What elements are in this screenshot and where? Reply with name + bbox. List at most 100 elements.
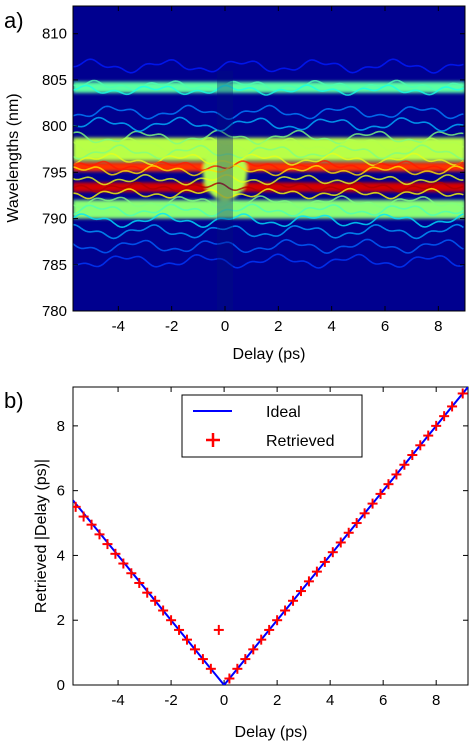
line-xlabel: Delay (ps) [235,724,308,741]
heatmap-fringe [73,144,464,160]
heatmap-ytick-label: 780 [42,303,67,320]
retrieved-point [335,537,346,548]
retrieved-point [457,388,468,399]
retrieved-point [295,586,306,597]
retrieved-point [189,644,200,655]
legend-retrieved-label: Retrieved [266,433,334,450]
heatmap-fringe [73,203,464,218]
line-ytick-label: 2 [57,612,65,629]
line-xtick-label: -2 [164,692,177,709]
retrieved-point [118,558,129,569]
line-panel: b) -4 -2 0 2 4 6 8 0 2 4 6 8 Ideal Retrieved Delay … [4,386,469,741]
line-xtick-label: 8 [432,692,440,709]
heatmap-axes: -4 -2 0 2 4 6 8 780 785 790 795 800 805 810 [42,6,465,335]
heatmap-ytick-label: 810 [42,26,67,43]
retrieved-point [197,654,208,665]
heatmap-frame [72,5,466,312]
retrieved-point [73,501,81,512]
retrieved-point [213,624,224,635]
retrieved-point [256,634,267,645]
heatmap-fringe [73,238,464,255]
heatmap-ytick-label: 795 [42,164,67,181]
heatmap-xtick-label: 6 [381,318,389,335]
line-xtick-label: 2 [273,692,281,709]
heatmap-fringe [73,116,464,133]
heatmap-fringe [73,136,464,153]
retrieved-point [181,634,192,645]
heatmap-fringe [73,104,464,121]
retrieved-point [102,539,113,550]
retrieved-point [158,605,169,616]
line-ytick-label: 6 [57,483,65,500]
retrieved-point [86,519,97,530]
retrieved-point [423,430,434,441]
heatmap-fringe [73,212,464,229]
heatmap-fringe [73,58,464,74]
line-ytick-label: 8 [57,418,65,435]
heatmap-fringe [73,181,464,193]
line-plot-area [73,387,468,685]
heatmap-xtick-label: -4 [112,318,125,335]
heatmap-fringe [73,79,464,92]
heatmap-xtick-label: -2 [165,318,178,335]
heatmap-fringe [73,187,464,200]
retrieved-point [399,459,410,470]
line-xtick-label: 0 [220,692,228,709]
line-ylabel: Retrieved |Delay (ps)| [33,459,50,613]
heatmap-fringe [73,223,464,240]
retrieved-point [224,673,235,684]
retrieved-point [288,595,299,606]
retrieved-point [319,556,330,567]
heatmap-fringe [73,253,464,269]
heatmap-ytick-label: 800 [42,118,67,135]
retrieved-point [205,663,216,674]
retrieved-point [359,508,370,519]
retrieved-point [391,469,402,480]
retrieved-point [126,568,137,579]
retrieved-point [447,401,458,412]
retrieved-point [94,529,105,540]
heatmap-xtick-label: 0 [221,318,229,335]
heatmap-fringes [73,58,464,311]
retrieved-point [439,411,450,422]
retrieved-point [272,615,283,626]
heatmap-fringe [73,173,464,186]
line-axes: -4 -2 0 2 4 6 8 0 2 4 6 8 [57,387,468,709]
heatmap-xlabel: Delay (ps) [233,346,306,363]
heatmap-panel: a) -4 -2 0 2 4 6 8 780 785 790 795 800 805 810 Delay … [4,5,466,363]
heatmap-band [73,162,465,172]
retrieved-point [280,605,291,616]
line-ytick-label: 4 [57,547,65,564]
legend: Ideal Retrieved [181,394,363,458]
retrieved-point [248,644,259,655]
retrieved-point [327,547,338,558]
panel-label-b: b) [4,388,24,413]
retrieved-point [166,615,177,626]
heatmap-ytick-label: 785 [42,257,67,274]
heatmap-ytick-label: 790 [42,211,67,228]
heatmap-ylabel: Wavelengths (nm) [5,93,22,222]
line-xtick-label: 6 [379,692,387,709]
heatmap-fringe [73,84,464,96]
heatmap-fringe [73,195,464,209]
line-xtick-label: 4 [326,692,334,709]
heatmap-fringe [73,164,464,177]
retrieved-point [240,654,251,665]
retrieved-point [232,663,243,674]
heatmap-ytick-label: 805 [42,72,67,89]
retrieved-point [134,577,145,588]
heatmap-fringe [73,152,464,167]
legend-retrieved-swatch [206,433,220,447]
retrieved-point [142,587,153,598]
heatmap-center-blob [203,144,247,201]
retrieved-point [264,624,275,635]
heatmap-fringe [73,159,464,172]
legend-ideal-label: Ideal [266,404,301,421]
retrieved-point [150,595,161,606]
line-ytick-label: 0 [57,677,65,694]
retrieved-point [375,488,386,499]
heatmap-xtick-label: 2 [274,318,282,335]
retrieved-point [367,498,378,509]
retrieved-point [110,548,121,559]
